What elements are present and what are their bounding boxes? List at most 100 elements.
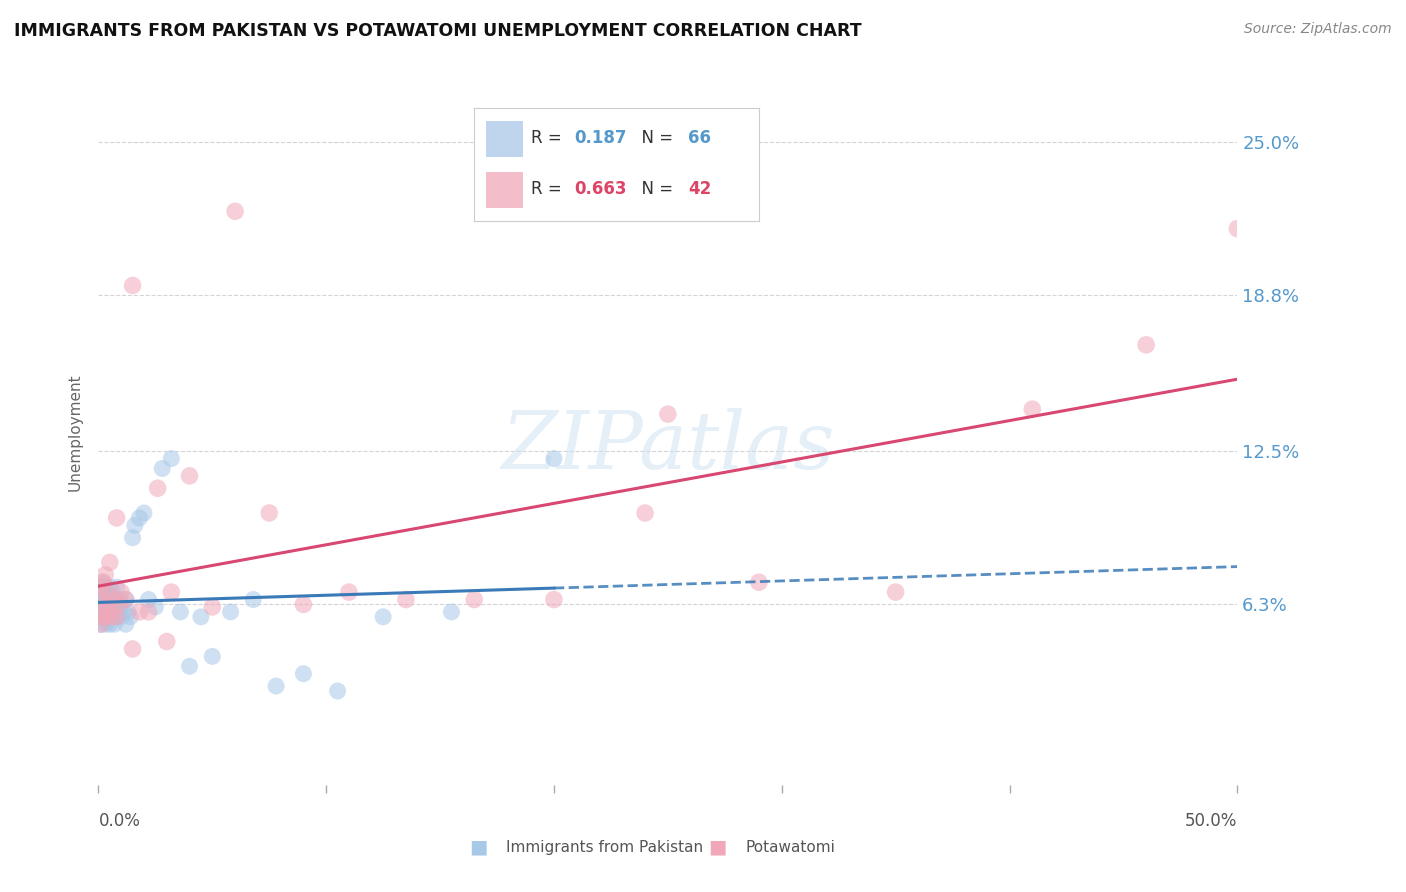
Point: [242, 592, 264, 607]
Point: [146, 481, 169, 495]
Point: [101, 585, 124, 599]
Point: [264, 679, 287, 693]
Point: [440, 605, 463, 619]
Point: [94, 610, 117, 624]
Text: Potawatomi: Potawatomi: [745, 840, 835, 855]
Point: [179, 469, 201, 483]
Point: [93, 598, 115, 612]
Point: [371, 610, 394, 624]
Text: ZIPatlas: ZIPatlas: [501, 408, 835, 485]
Point: [145, 599, 167, 614]
Point: [120, 610, 142, 624]
Point: [150, 461, 173, 475]
Text: Immigrants from Pakistan: Immigrants from Pakistan: [506, 840, 703, 855]
Point: [90, 580, 112, 594]
Point: [105, 511, 128, 525]
Point: [110, 610, 132, 624]
Text: ■: ■: [707, 838, 727, 857]
Point: [105, 598, 128, 612]
Point: [1135, 338, 1157, 352]
Point: [103, 605, 125, 619]
Point: [124, 518, 146, 533]
Point: [114, 592, 136, 607]
Point: [138, 605, 160, 619]
Point: [224, 204, 246, 219]
Point: [657, 407, 679, 421]
Point: [110, 598, 132, 612]
Point: [160, 585, 183, 599]
Point: [90, 610, 112, 624]
Point: [105, 580, 128, 594]
Point: [114, 592, 136, 607]
Point: [93, 605, 115, 619]
Point: [105, 610, 128, 624]
Point: [179, 659, 201, 673]
Point: [101, 610, 124, 624]
Point: [94, 617, 117, 632]
Point: [90, 605, 112, 619]
Point: [94, 567, 117, 582]
Point: [121, 278, 143, 293]
Point: [94, 590, 117, 604]
Point: [90, 592, 112, 607]
Point: [98, 617, 121, 632]
Point: [337, 585, 360, 599]
Point: [160, 451, 183, 466]
Point: [90, 580, 112, 594]
Text: 0.0%: 0.0%: [98, 812, 141, 830]
Point: [634, 506, 657, 520]
Point: [90, 592, 112, 607]
Point: [121, 531, 143, 545]
Point: [138, 592, 160, 607]
Point: [156, 634, 179, 648]
Text: IMMIGRANTS FROM PAKISTAN VS POTAWATOMI UNEMPLOYMENT CORRELATION CHART: IMMIGRANTS FROM PAKISTAN VS POTAWATOMI U…: [14, 22, 862, 40]
Point: [103, 592, 125, 607]
Text: ■: ■: [468, 838, 488, 857]
Point: [101, 598, 124, 612]
Point: [96, 585, 118, 599]
Point: [91, 605, 114, 619]
Point: [98, 605, 121, 619]
Point: [91, 575, 114, 590]
Point: [259, 506, 281, 520]
Point: [128, 605, 150, 619]
Point: [201, 649, 224, 664]
Point: [108, 592, 131, 607]
Point: [114, 617, 136, 632]
Point: [101, 610, 124, 624]
Point: [292, 666, 315, 681]
Text: Source: ZipAtlas.com: Source: ZipAtlas.com: [1244, 22, 1392, 37]
Point: [292, 598, 315, 612]
Point: [90, 617, 112, 632]
Point: [98, 580, 121, 594]
Point: [103, 617, 125, 632]
Point: [110, 585, 132, 599]
Point: [395, 592, 418, 607]
Point: [90, 588, 112, 602]
Point: [98, 556, 121, 570]
Point: [91, 610, 114, 624]
Point: [132, 506, 155, 520]
Point: [96, 592, 118, 607]
Point: [94, 610, 117, 624]
Point: [91, 575, 114, 590]
Point: [128, 511, 150, 525]
Point: [169, 605, 191, 619]
Point: [884, 585, 907, 599]
Text: 50.0%: 50.0%: [1185, 812, 1237, 830]
Point: [98, 592, 121, 607]
Point: [96, 585, 118, 599]
Point: [121, 642, 143, 657]
Point: [91, 605, 114, 619]
Point: [96, 615, 118, 629]
Point: [463, 592, 485, 607]
Point: [108, 605, 131, 619]
Point: [117, 605, 139, 619]
Point: [96, 599, 118, 614]
Point: [89, 598, 111, 612]
Point: [103, 592, 125, 607]
Point: [190, 610, 212, 624]
Point: [543, 592, 565, 607]
Point: [98, 605, 121, 619]
Point: [96, 598, 118, 612]
